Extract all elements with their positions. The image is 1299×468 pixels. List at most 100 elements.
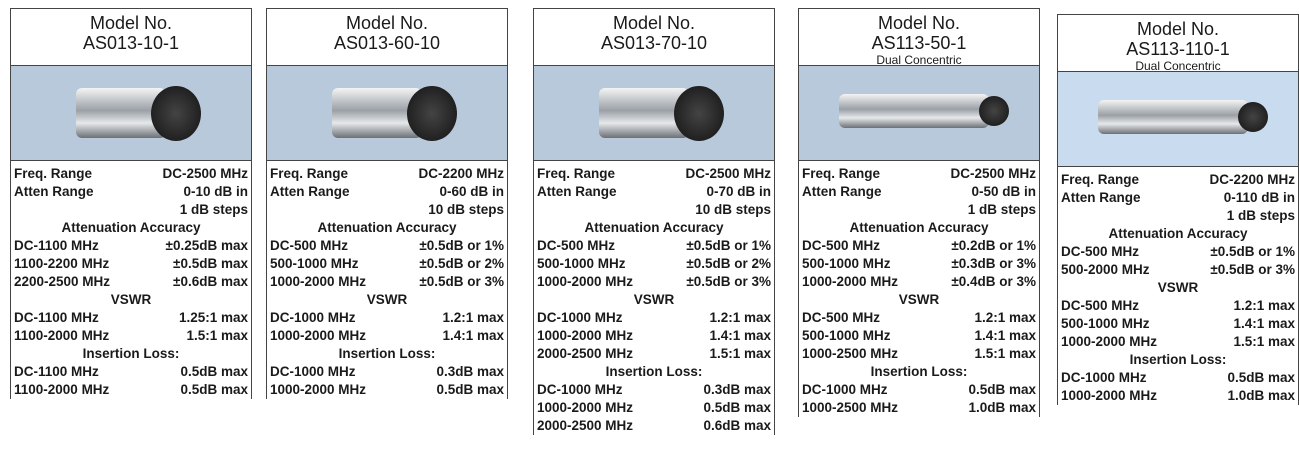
spec-value: 0-70 dB in 10 dB steps (695, 183, 771, 219)
spec-label: 500-2000 MHz (1061, 262, 1150, 277)
spec-row: DC-500 MHz ±0.5dB or 1% (1061, 243, 1295, 261)
spec-value: DC-2500 MHz (162, 166, 248, 181)
spec-label: DC-500 MHz (802, 238, 881, 253)
spec-value: 0.5dB max (180, 382, 248, 397)
spec-value: 0.5dB max (180, 364, 248, 379)
product-column: Model No. AS013-70-10 Freq. Range DC-2500 M… (533, 8, 775, 435)
product-image (533, 66, 775, 161)
product-image (10, 66, 252, 161)
spec-row: Atten Range 0-70 dB in 10 dB steps (537, 183, 771, 219)
spec-row: 500-1000 MHz ±0.3dB or 3% (802, 255, 1036, 273)
spec-value: ±0.25dB max (165, 238, 248, 253)
product-image (266, 66, 508, 161)
spec-value: ±0.2dB or 1% (951, 238, 1036, 253)
model-number: AS113-50-1 (871, 33, 967, 53)
section-heading: Attenuation Accuracy (584, 220, 724, 235)
spec-row: 1100-2000 MHz 0.5dB max (14, 381, 248, 399)
spec-label: Atten Range (14, 184, 94, 199)
spec-value: 0.5dB max (1227, 370, 1295, 385)
spec-value: ±0.5dB max (173, 256, 248, 271)
spec-value-line: 1 dB steps (179, 202, 248, 217)
spec-value-line: 0-70 dB in (706, 184, 771, 199)
spec-label: 1000-2000 MHz (270, 274, 367, 289)
product-column: Model No. AS113-50-1 Dual Concentric Freq. … (798, 8, 1040, 417)
spec-row: 1000-2000 MHz 1.0dB max (1061, 387, 1295, 405)
spec-value: 0.5dB max (436, 382, 504, 397)
model-number: AS113-110-1 (1126, 39, 1230, 59)
spec-row: 1000-2500 MHz 1.0dB max (802, 399, 1036, 417)
spec-row: 1000-2000 MHz ±0.5dB or 3% (537, 273, 771, 291)
spec-value: ±0.5dB or 2% (686, 256, 771, 271)
spec-value: 0.5dB max (968, 382, 1036, 397)
spec-row: 1100-2200 MHz ±0.5dB max (14, 255, 248, 273)
spec-row: DC-1100 MHz 1.25:1 max (14, 309, 248, 327)
spec-label: DC-1000 MHz (270, 310, 356, 325)
spec-row: 500-1000 MHz 1.4:1 max (802, 327, 1036, 345)
spec-label: Freq. Range (1061, 172, 1140, 187)
attenuator-knob (407, 86, 457, 141)
spec-row: DC-500 MHz ±0.5dB or 1% (270, 237, 504, 255)
spec-label: Atten Range (270, 184, 350, 199)
section-heading: Insertion Loss: (605, 364, 703, 379)
spec-row: 500-1000 MHz ±0.5dB or 2% (537, 255, 771, 273)
section-heading: VSWR (633, 292, 675, 307)
spec-label: 1000-2000 MHz (537, 400, 634, 415)
spec-label: 1000-2000 MHz (1061, 334, 1158, 349)
spec-value: ±0.5dB or 1% (1210, 244, 1295, 259)
spec-row: 1000-2000 MHz 0.5dB max (270, 381, 504, 399)
spec-row: Freq. Range DC-2500 MHz (14, 165, 248, 183)
spec-label: 1000-2000 MHz (537, 274, 634, 289)
spec-row: 2000-2500 MHz 1.5:1 max (537, 345, 771, 363)
spec-label: 500-1000 MHz (1061, 316, 1150, 331)
spec-row: 1000-2000 MHz 1.5:1 max (1061, 333, 1295, 351)
spec-label: DC-1000 MHz (537, 382, 623, 397)
spec-label: 2000-2500 MHz (537, 418, 634, 433)
spec-value-line: 0-60 dB in (439, 184, 504, 199)
model-subtitle: Dual Concentric (1135, 59, 1221, 73)
spec-label: Atten Range (537, 184, 617, 199)
model-number: AS013-10-1 (82, 33, 180, 53)
spec-label: DC-500 MHz (537, 238, 616, 253)
model-number: AS013-70-10 (600, 33, 708, 53)
spec-label: 1100-2000 MHz (14, 328, 110, 343)
product-column: Model No. AS113-110-1 Dual Concentric Freq.… (1057, 14, 1299, 405)
spec-label: 500-1000 MHz (537, 256, 626, 271)
spec-label: 1000-2000 MHz (270, 328, 367, 343)
spec-row: DC-1100 MHz 0.5dB max (14, 363, 248, 381)
spec-label: Freq. Range (802, 166, 881, 181)
spec-value: ±0.4dB or 3% (951, 274, 1036, 289)
spec-value: 1.2:1 max (442, 310, 504, 325)
spec-value: ±0.5dB or 1% (686, 238, 771, 253)
spec-row: 1000-2000 MHz ±0.5dB or 3% (270, 273, 504, 291)
model-header: Model No. AS013-70-10 (533, 8, 775, 66)
spec-value-line: 1 dB steps (967, 202, 1036, 217)
product-column: Model No. AS013-60-10 Freq. Range DC-2200 M… (266, 8, 508, 399)
spec-label: 1100-2000 MHz (14, 382, 110, 397)
attenuator-body (839, 94, 989, 128)
spec-row: Freq. Range DC-2200 MHz (1061, 171, 1295, 189)
spec-list: Freq. Range DC-2500 MHz Atten Range 0-70 dB… (533, 161, 775, 435)
spec-label: DC-1100 MHz (14, 310, 99, 325)
spec-value: 0-50 dB in 1 dB steps (968, 183, 1036, 219)
spec-row: DC-1000 MHz 0.5dB max (1061, 369, 1295, 387)
section-heading: Attenuation Accuracy (317, 220, 457, 235)
spec-label: Atten Range (802, 184, 882, 199)
spec-row: Atten Range 0-10 dB in 1 dB steps (14, 183, 248, 219)
spec-row: DC-500 MHz ±0.2dB or 1% (802, 237, 1036, 255)
spec-label: 1100-2200 MHz (14, 256, 110, 271)
spec-row: Atten Range 0-110 dB in 1 dB steps (1061, 189, 1295, 225)
attenuator-body (1098, 100, 1248, 134)
spec-row: 500-2000 MHz ±0.5dB or 3% (1061, 261, 1295, 279)
spec-row: Freq. Range DC-2500 MHz (802, 165, 1036, 183)
spec-value-line: 1 dB steps (1226, 208, 1295, 223)
model-header: Model No. AS113-110-1 Dual Concentric (1057, 14, 1299, 73)
spec-list: Freq. Range DC-2500 MHz Atten Range 0-10 dB… (10, 161, 252, 399)
spec-value: DC-2500 MHz (685, 166, 771, 181)
spec-value: 0.6dB max (703, 418, 771, 433)
attenuator-knob (979, 96, 1009, 126)
spec-value: ±0.6dB max (173, 274, 248, 289)
spec-label: DC-500 MHz (1061, 298, 1140, 313)
spec-label: DC-1000 MHz (802, 382, 888, 397)
model-number: AS013-60-10 (333, 33, 441, 53)
spec-row: DC-500 MHz 1.2:1 max (802, 309, 1036, 327)
